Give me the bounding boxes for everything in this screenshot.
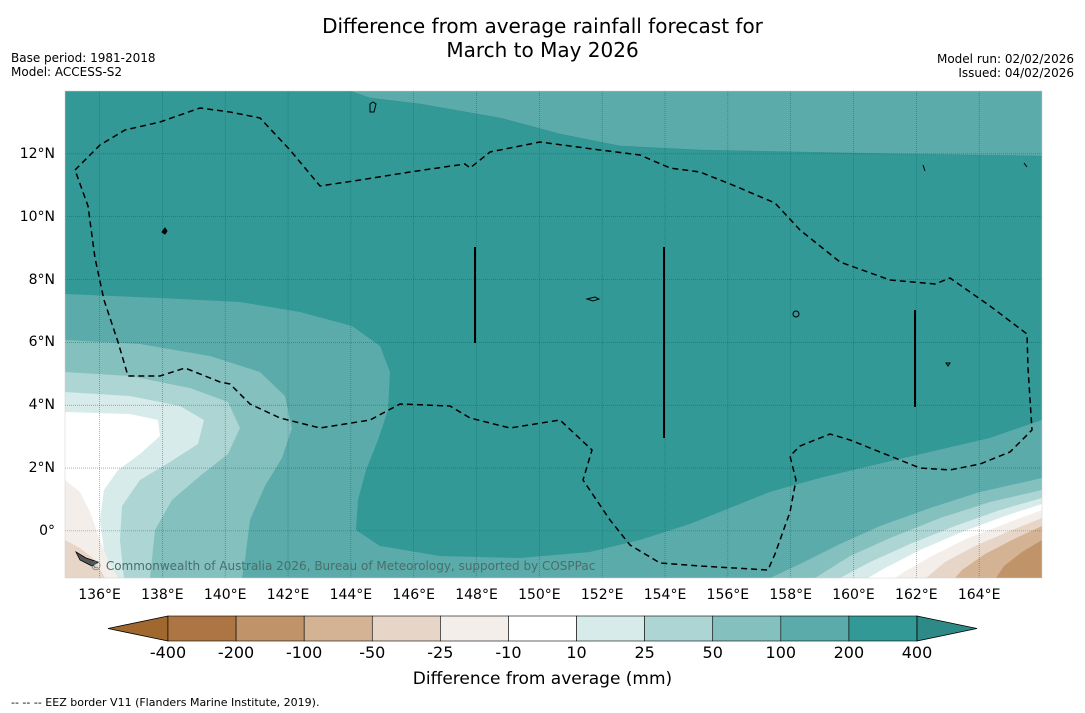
x-tick-label: 140°E (203, 587, 247, 603)
contour-se-minus200-minus100 (996, 540, 1042, 578)
footnote: -- -- -- EEZ border V11 (Flanders Marine… (11, 696, 320, 709)
colorbar-title: Difference from average (mm) (412, 669, 673, 689)
x-tick-label: 156°E (706, 587, 750, 603)
colorbar-arrow-high (916, 615, 978, 642)
chart-title: Difference from average rainfall forecas… (0, 14, 1085, 62)
x-tick-label: 138°E (141, 587, 184, 603)
colorbar-box (303, 615, 373, 642)
x-tick-label: 164°E (957, 587, 1001, 603)
chart-title-line1: Difference from average rainfall forecas… (322, 14, 763, 38)
colorbar-level-label: 50 (702, 643, 723, 662)
colorbar-box (508, 615, 577, 642)
colorbar-level-label: 25 (634, 643, 655, 662)
y-tick-label: 2°N (28, 460, 55, 477)
colorbar-arrow-low (107, 615, 169, 642)
issued-date: Issued: 04/02/2026 (958, 66, 1074, 80)
meta-right: Model run: 02/02/2026 Issued: 04/02/2026 (937, 52, 1074, 80)
chart-title-line2: March to May 2026 (446, 38, 639, 62)
x-tick-label: 152°E (580, 587, 624, 603)
colorbar-box (235, 615, 305, 642)
colorbar-level-label: 400 (901, 643, 933, 662)
contour-200-400 (65, 91, 1042, 558)
x-tick-label: 144°E (329, 587, 373, 603)
model-run: Model run: 02/02/2026 (936, 52, 1074, 66)
x-tick-label: 146°E (392, 587, 435, 603)
plot-frame (64, 90, 1043, 579)
colorbar-box (712, 615, 782, 642)
colorbar-level-label: 200 (833, 643, 865, 662)
colorbar-box (780, 615, 850, 642)
y-tick-label: 8°N (28, 271, 55, 288)
y-tick-label: 12°N (19, 145, 55, 162)
meta-left: Base period: 1981-2018 Model: ACCESS-S2 (11, 51, 156, 79)
model-name: Model: ACCESS-S2 (11, 65, 123, 79)
x-tick-label: 148°E (455, 587, 498, 603)
colorbar-box (644, 615, 714, 642)
colorbar-level-label: -50 (359, 643, 386, 662)
y-tick-label: 10°N (19, 208, 55, 225)
x-tick-label: 158°E (769, 587, 812, 603)
islands (75, 101, 1028, 567)
x-tick-label: 150°E (518, 587, 561, 603)
colorbar-level-label: -25 (427, 643, 454, 662)
gridlines (65, 91, 1042, 578)
base-period: Base period: 1981-2018 (11, 51, 156, 65)
y-tick-label: 4°N (28, 397, 55, 414)
colorbar-box (440, 615, 509, 642)
x-tick-label: 162°E (895, 587, 938, 603)
colorbar-box (371, 615, 441, 642)
colorbar-level-label: -10 (495, 643, 522, 662)
x-tick-label: 136°E (78, 587, 121, 603)
colorbar-box (576, 615, 645, 642)
colorbar-box (848, 615, 918, 642)
copyright-text: © Commonwealth of Australia 2026, Bureau… (90, 559, 595, 573)
eez-border (74, 107, 1033, 571)
y-tick-label: 0° (39, 522, 55, 539)
colorbar (107, 615, 978, 642)
y-tick-label: 6°N (28, 334, 55, 351)
x-tick-label: 154°E (643, 587, 687, 603)
x-tick-label: 142°E (266, 587, 310, 603)
contour-fills (65, 91, 1042, 578)
colorbar-box (167, 615, 237, 642)
colorbar-level-label: 10 (566, 643, 587, 662)
colorbar-level-label: 100 (765, 643, 797, 662)
colorbar-level-label: -200 (217, 643, 255, 662)
colorbar-level-label: -400 (149, 643, 187, 662)
x-tick-label: 160°E (832, 587, 875, 603)
contour-line-200 (349, 91, 1042, 157)
colorbar-level-label: -100 (286, 643, 323, 662)
